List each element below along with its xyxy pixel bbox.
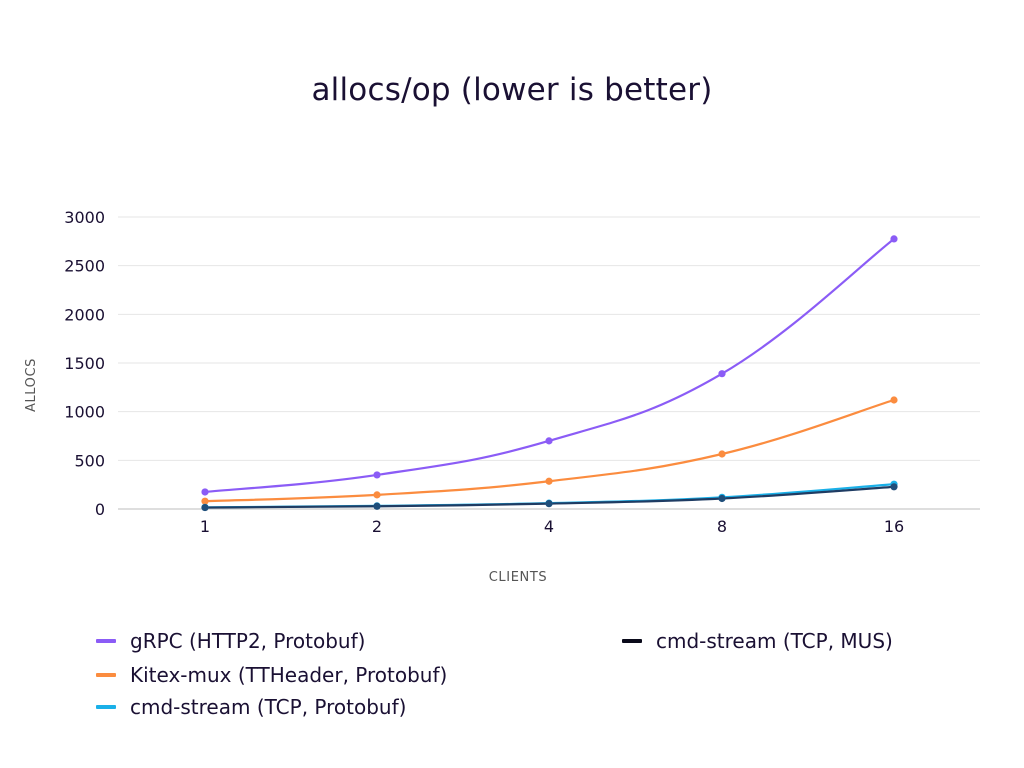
legend-swatch-cmd-stream-protobuf (96, 705, 116, 709)
data-point-grpc (373, 471, 381, 479)
legend-item-cmd-stream-mus[interactable]: cmd-stream (TCP, MUS) (622, 627, 893, 655)
data-point-cmd-stream-mus (201, 503, 209, 512)
x-tick-label: 8 (717, 517, 727, 536)
legend-item-cmd-stream-protobuf[interactable]: cmd-stream (TCP, Protobuf) (96, 693, 406, 721)
chart-title: allocs/op (lower is better) (311, 72, 713, 108)
data-point-kitex-mux (890, 396, 898, 404)
x-tick-label: 1 (200, 517, 210, 536)
y-tick-label: 1500 (64, 354, 105, 373)
data-point-kitex-mux (718, 450, 726, 458)
y-tick-label: 2000 (64, 305, 105, 324)
x-axis-ticks: 1 2 4 8 16 (200, 517, 904, 536)
y-tick-label: 0 (95, 500, 105, 519)
legend-label: gRPC (HTTP2, Protobuf) (130, 629, 366, 653)
legend-swatch-grpc (96, 639, 116, 643)
legend-item-kitex-mux[interactable]: Kitex-mux (TTHeader, Protobuf) (96, 661, 447, 689)
y-tick-label: 1000 (64, 403, 105, 422)
y-axis-ticks: 0 500 1000 1500 2000 2500 3000 (64, 208, 105, 519)
data-point-grpc (545, 437, 553, 445)
data-point-kitex-mux (373, 491, 381, 499)
legend-swatch-cmd-stream-mus (622, 639, 642, 643)
data-point-grpc (718, 370, 726, 378)
series-lines (203, 237, 896, 509)
data-point-kitex-mux (201, 497, 209, 505)
legend-label: cmd-stream (TCP, Protobuf) (130, 695, 407, 719)
series-line-kitex-mux (203, 398, 896, 503)
series-line-grpc (203, 237, 896, 494)
data-point-kitex-mux (545, 477, 553, 485)
x-tick-label: 4 (544, 517, 554, 536)
data-point-cmd-stream-mus (890, 483, 898, 491)
gridlines (118, 216, 980, 510)
y-axis-title: ALLOCS (24, 358, 39, 412)
y-tick-label: 2500 (64, 257, 105, 276)
legend-label: cmd-stream (TCP, MUS) (656, 629, 893, 653)
data-point-grpc (890, 235, 898, 243)
legend-swatch-kitex-mux (96, 673, 116, 677)
y-tick-label: 500 (74, 451, 105, 470)
x-tick-label: 16 (884, 517, 904, 536)
x-axis-title: CLIENTS (489, 570, 548, 585)
data-point-grpc (201, 488, 209, 496)
y-tick-label: 3000 (64, 208, 105, 227)
legend-item-grpc[interactable]: gRPC (HTTP2, Protobuf) (96, 627, 365, 655)
data-point-cmd-stream-mus (373, 502, 381, 510)
data-point-cmd-stream-mus (545, 500, 553, 508)
legend-label: Kitex-mux (TTHeader, Protobuf) (130, 663, 448, 687)
x-tick-label: 2 (372, 517, 382, 536)
series-points (201, 235, 898, 512)
data-point-cmd-stream-mus (718, 494, 726, 503)
